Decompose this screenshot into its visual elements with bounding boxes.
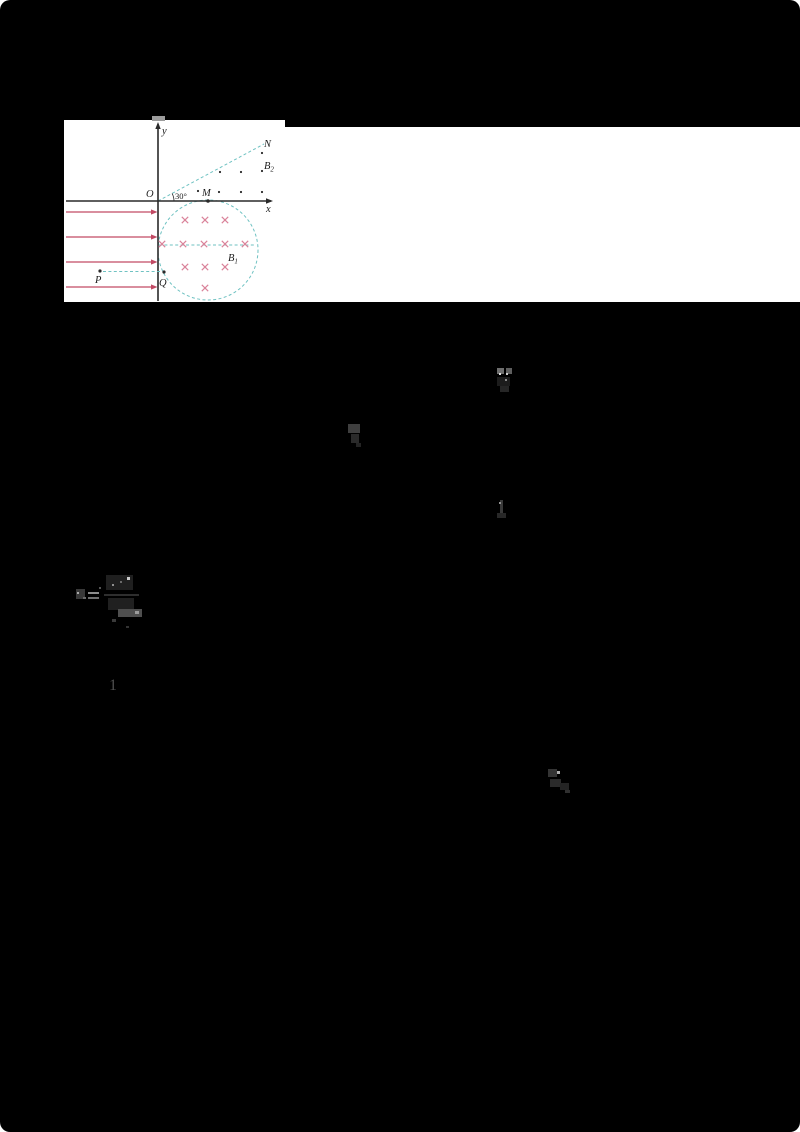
field-cross-icon bbox=[241, 240, 249, 248]
faint-glyph-fragment bbox=[106, 575, 133, 590]
angle-line-on bbox=[157, 143, 265, 202]
x-axis-label: x bbox=[265, 204, 271, 215]
field-cross-icon bbox=[200, 240, 208, 248]
faint-glyph-fragment bbox=[76, 589, 85, 599]
angle-label: 30° bbox=[175, 191, 187, 201]
field-cross-icon bbox=[221, 216, 229, 224]
field-b2-label: B2 bbox=[264, 161, 274, 174]
faint-glyph-fragment bbox=[112, 619, 116, 622]
faint-glyph-fragment bbox=[135, 611, 139, 614]
faint-glyph-fragment bbox=[500, 500, 503, 513]
faint-glyph-fragment bbox=[500, 386, 509, 392]
beam-arrowhead bbox=[151, 284, 158, 290]
field-dot-icon bbox=[217, 190, 221, 194]
field-dot-icon bbox=[239, 190, 243, 194]
point-p-label: P bbox=[94, 275, 102, 286]
faint-glyph-fragment bbox=[548, 769, 557, 777]
origin-label: O bbox=[146, 189, 154, 200]
x-axis-arrowhead bbox=[266, 198, 273, 204]
faint-glyph-fragment bbox=[108, 598, 134, 610]
field-cross-icon bbox=[158, 240, 166, 248]
point-q-label: Q bbox=[159, 278, 167, 289]
field-cross-icon bbox=[179, 240, 187, 248]
faint-glyph-fragment bbox=[99, 587, 101, 589]
field-dot-icon bbox=[260, 169, 264, 173]
field-dot-icon bbox=[239, 170, 243, 174]
field-b1-label: B1 bbox=[228, 253, 238, 266]
faint-glyph-fragment bbox=[499, 502, 501, 504]
faint-glyph-fragment bbox=[497, 377, 510, 386]
faint-glyph-fragment bbox=[88, 597, 99, 599]
point-q-dot bbox=[162, 270, 166, 274]
field-dot-icon bbox=[260, 151, 264, 155]
faint-glyph-fragment bbox=[348, 424, 360, 433]
point-p-dot bbox=[98, 269, 102, 273]
beam-arrowhead bbox=[151, 209, 158, 215]
faint-glyph-fragment bbox=[497, 513, 506, 518]
faint-glyph-fragment bbox=[126, 626, 129, 628]
field-dot-icon bbox=[218, 170, 222, 174]
beam-arrowhead bbox=[151, 259, 158, 265]
faint-glyph-fragment bbox=[497, 368, 504, 374]
field-cross-icon bbox=[201, 284, 209, 292]
field-dot-icon bbox=[260, 190, 264, 194]
faint-glyph-fragment bbox=[88, 592, 99, 594]
faint-glyph-fragment bbox=[506, 368, 512, 374]
faint-glyph-fragment bbox=[77, 592, 79, 594]
physics-diagram: y x O N M 30° P Q B1 B2 bbox=[66, 122, 274, 301]
field-cross-icon bbox=[221, 240, 229, 248]
y-axis-arrowhead bbox=[155, 122, 161, 129]
faint-glyph-fragment bbox=[118, 609, 142, 617]
faint-glyph-fragment bbox=[557, 771, 560, 774]
faint-glyph-fragment bbox=[127, 577, 130, 580]
faint-glyph-fragment bbox=[120, 581, 122, 583]
faint-text-fragment: 1 bbox=[109, 677, 117, 694]
faint-glyph-fragment bbox=[351, 434, 359, 443]
point-n-label: N bbox=[263, 139, 272, 150]
field-cross-icon bbox=[221, 263, 229, 271]
faint-glyph-fragment bbox=[506, 373, 508, 375]
faint-glyph-fragment bbox=[104, 594, 139, 596]
beam-arrowhead bbox=[151, 234, 158, 240]
faint-glyph-fragment bbox=[499, 373, 501, 375]
point-m-label: M bbox=[201, 188, 212, 199]
field-cross-icon bbox=[201, 216, 209, 224]
figure-panel: y x O N M 30° P Q B1 B2 bbox=[64, 120, 285, 302]
field-cross-icon bbox=[201, 263, 209, 271]
faint-glyph-fragment bbox=[560, 783, 569, 790]
faint-glyph-fragment bbox=[356, 443, 361, 447]
field-cross-icon bbox=[181, 263, 189, 271]
point-m-dot bbox=[206, 199, 210, 203]
angle-arc bbox=[171, 193, 175, 202]
field-dot-icon bbox=[196, 189, 200, 193]
faint-glyph-fragment bbox=[112, 584, 114, 586]
faint-glyph-fragment bbox=[550, 779, 561, 787]
faint-glyph-fragment bbox=[83, 597, 86, 599]
field-cross-icon bbox=[181, 216, 189, 224]
y-axis-label: y bbox=[161, 126, 167, 137]
faint-glyph-fragment bbox=[505, 379, 507, 381]
faint-glyph-fragment bbox=[565, 790, 570, 793]
